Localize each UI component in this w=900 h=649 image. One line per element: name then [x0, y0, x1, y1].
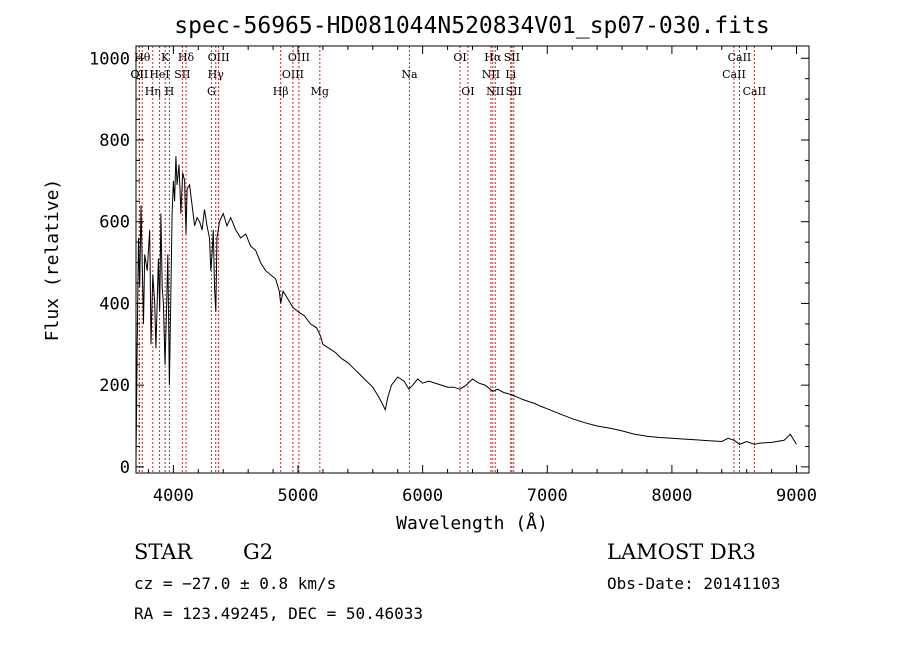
line-marker-label-hγ: Hγ	[208, 68, 225, 81]
y-tick-label: 600	[99, 213, 130, 233]
y-axis-ticks: 0 200 400 600 800 1000	[89, 49, 809, 478]
line-marker-label-h: H	[165, 85, 175, 98]
line-marker-label-oiii: OIII	[282, 68, 304, 81]
coordinates-readout: RA = 123.49245, DEC = 50.46033	[134, 604, 423, 623]
x-axis-label: Wavelength (Å)	[396, 512, 548, 534]
line-marker-label-oiii: OIII	[208, 51, 230, 64]
line-marker-label-hθ: Hθ	[134, 51, 151, 64]
line-marker-label-sii: SII	[174, 68, 190, 81]
survey-name: LAMOST DR3	[607, 540, 756, 564]
line-marker-label-hα: Hα	[484, 51, 502, 64]
line-marker-label-nii: NII	[482, 68, 500, 81]
line-marker-label-hδ: Hδ	[178, 51, 195, 64]
spectral-line-markers	[138, 46, 755, 473]
line-marker-label-hη: Hη	[145, 85, 161, 98]
line-marker-label-sii: SII	[506, 85, 522, 98]
line-marker-label-k: K	[161, 51, 170, 64]
line-marker-label-oii: OII	[131, 68, 149, 81]
line-marker-label-hei: HeI	[149, 68, 169, 81]
y-tick-label: 1000	[89, 49, 130, 69]
x-axis-ticks: 4000 5000 6000 7000 8000 9000	[147, 46, 817, 506]
line-marker-label-li: Li	[505, 68, 516, 81]
line-marker-label-nii: NII	[486, 85, 504, 98]
line-marker-label-na: Na	[401, 68, 418, 81]
velocity-readout: cz = −27.0 ± 0.8 km/s	[134, 574, 336, 593]
x-tick-label: 4000	[153, 486, 194, 506]
x-tick-label: 6000	[402, 486, 443, 506]
y-tick-label: 200	[99, 376, 130, 396]
x-tick-label: 5000	[278, 486, 319, 506]
line-marker-label-sii: SII	[504, 51, 520, 64]
spectrum-series-line	[135, 156, 797, 463]
object-class: STAR	[134, 540, 193, 564]
chart-title: spec-56965-HD081044N520834V01_sp07-030.f…	[174, 13, 769, 39]
y-tick-label: 0	[120, 458, 130, 478]
x-tick-label: 9000	[776, 486, 817, 506]
spectral-line-labels: OIIHθOIIHηHeIKHSIIHδGHγOIIIHβOIIIOIIIMgN…	[131, 51, 767, 98]
object-subclass: G2	[243, 540, 273, 564]
line-marker-label-oiii: OIII	[288, 51, 310, 64]
line-marker-label-caii: CaII	[722, 68, 746, 81]
line-marker-label-oi: OI	[453, 51, 466, 64]
line-marker-label-oi: OI	[461, 85, 474, 98]
x-tick-label: 7000	[527, 486, 568, 506]
line-marker-label-g: G	[207, 85, 216, 98]
x-tick-label: 8000	[651, 486, 692, 506]
y-axis-label: Flux (relative)	[42, 179, 63, 342]
observation-date: Obs-Date: 20141103	[607, 574, 780, 593]
line-marker-label-hβ: Hβ	[273, 85, 289, 98]
line-marker-label-caii: CaII	[728, 51, 752, 64]
plot-frame	[135, 45, 810, 474]
line-marker-label-mg: Mg	[311, 85, 329, 98]
y-tick-label: 800	[99, 131, 130, 151]
line-marker-label-oii: OII	[131, 68, 149, 81]
y-tick-label: 400	[99, 294, 130, 314]
line-marker-label-caii: CaII	[743, 85, 767, 98]
